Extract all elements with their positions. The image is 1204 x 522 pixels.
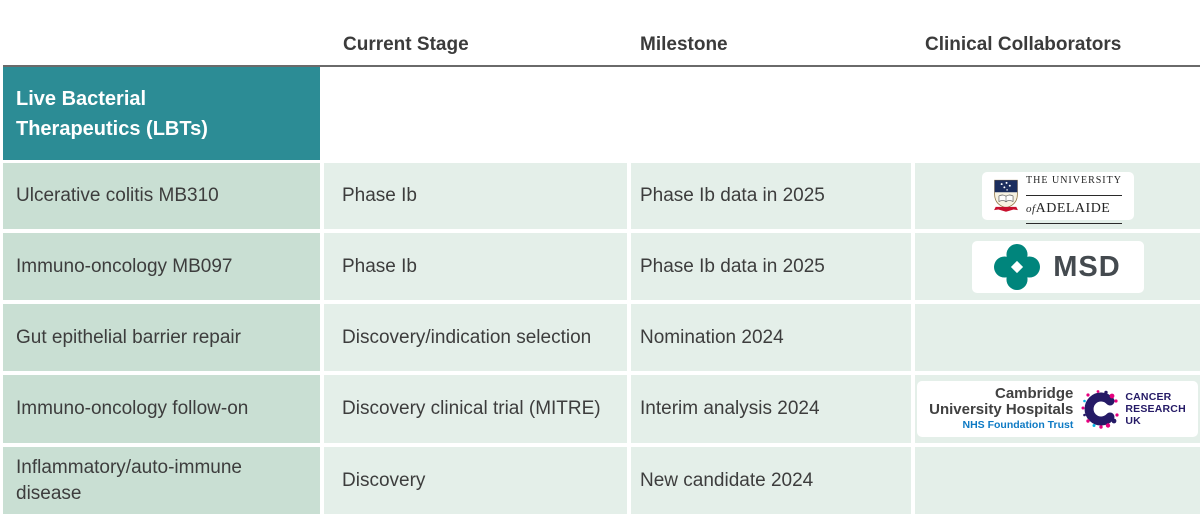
msd-logo: MSD	[971, 240, 1144, 293]
cambridge-cruk-logos: Cambridge University Hospitals NHS Found…	[917, 381, 1198, 437]
category-title-line2: Therapeutics (LBTs)	[16, 117, 208, 140]
cruk-c-icon	[1081, 390, 1119, 429]
cambridge-university-hospitals-logo: Cambridge University Hospitals NHS Found…	[929, 386, 1073, 432]
category-row: Live Bacterial Therapeutics (LBTs)	[3, 67, 1200, 160]
adelaide-name: ADELAIDE	[1035, 201, 1111, 216]
category-empty-collaborator-cell	[915, 67, 1200, 160]
table-row: Immuno-oncology follow-on Discovery clin…	[3, 375, 1200, 443]
cruk-line3: UK	[1125, 415, 1141, 427]
adelaide-of: of	[1026, 203, 1036, 215]
msd-wordmark: MSD	[1053, 250, 1121, 283]
collaborator-cell: Cambridge University Hospitals NHS Found…	[915, 375, 1200, 443]
table-header-row: Current Stage Milestone Clinical Collabo…	[3, 0, 1200, 65]
cambridge-line2: University Hospitals	[929, 401, 1074, 418]
category-title-line1: Live Bacterial	[16, 87, 147, 110]
header-spacer	[3, 56, 320, 65]
table-row: Gut epithelial barrier repair Discovery/…	[3, 304, 1200, 371]
category-empty-stage-cell	[324, 67, 627, 160]
cruk-line1: CANCER	[1125, 391, 1172, 403]
stage-cell: Discovery	[324, 447, 627, 514]
msd-symbol-icon	[994, 243, 1041, 290]
collaborator-cell-empty	[915, 447, 1200, 514]
header-current-stage: Current Stage	[343, 34, 469, 55]
indication-cell: Inflammatory/auto-immune disease	[3, 447, 320, 514]
table-row: Inflammatory/auto-immune disease Discove…	[3, 447, 1200, 514]
adelaide-line2: ofADELAIDE	[1026, 196, 1122, 224]
header-divider-line	[3, 65, 1200, 67]
stage-cell: Phase Ib	[324, 233, 627, 300]
indication-cell: Immuno-oncology MB097	[3, 233, 320, 300]
milestone-cell: Nomination 2024	[631, 304, 911, 371]
nhs-foundation-trust: NHS Foundation Trust	[962, 419, 1074, 431]
adelaide-line1: THE UNIVERSITY	[1026, 168, 1122, 196]
stage-cell: Discovery/indication selection	[324, 304, 627, 371]
indication-cell: Ulcerative colitis MB310	[3, 163, 320, 229]
category-empty-milestone-cell	[631, 67, 911, 160]
table-row: Immuno-oncology MB097 Phase Ib Phase Ib …	[3, 233, 1200, 300]
collaborator-cell: THE UNIVERSITY ofADELAIDE	[915, 163, 1200, 229]
cruk-line2: RESEARCH	[1125, 403, 1186, 415]
milestone-cell: Phase Ib data in 2025	[631, 233, 911, 300]
header-clinical-collaborators: Clinical Collaborators	[925, 34, 1122, 55]
adelaide-shield-icon	[994, 179, 1018, 212]
collaborator-cell: MSD	[915, 233, 1200, 300]
collaborator-cell-empty	[915, 304, 1200, 371]
cancer-research-uk-logo: CANCER RESEARCH UK	[1081, 389, 1186, 429]
category-title: Live Bacterial Therapeutics (LBTs)	[16, 84, 208, 144]
stage-cell: Phase Ib	[324, 163, 627, 229]
university-of-adelaide-logo: THE UNIVERSITY ofADELAIDE	[981, 172, 1134, 224]
header-milestone: Milestone	[640, 34, 728, 55]
milestone-cell: Interim analysis 2024	[631, 375, 911, 443]
cruk-wordmark: CANCER RESEARCH UK	[1125, 391, 1186, 427]
stage-cell: Discovery clinical trial (MITRE)	[324, 375, 627, 443]
milestone-cell: Phase Ib data in 2025	[631, 163, 911, 229]
table-row: Ulcerative colitis MB310 Phase Ib Phase …	[3, 163, 1200, 229]
indication-cell: Immuno-oncology follow-on	[3, 375, 320, 443]
indication-cell: Gut epithelial barrier repair	[3, 304, 320, 371]
milestone-cell: New candidate 2024	[631, 447, 911, 514]
adelaide-wordmark: THE UNIVERSITY ofADELAIDE	[1026, 168, 1122, 224]
category-title-cell: Live Bacterial Therapeutics (LBTs)	[3, 67, 320, 160]
cambridge-line1: Cambridge	[994, 385, 1074, 402]
